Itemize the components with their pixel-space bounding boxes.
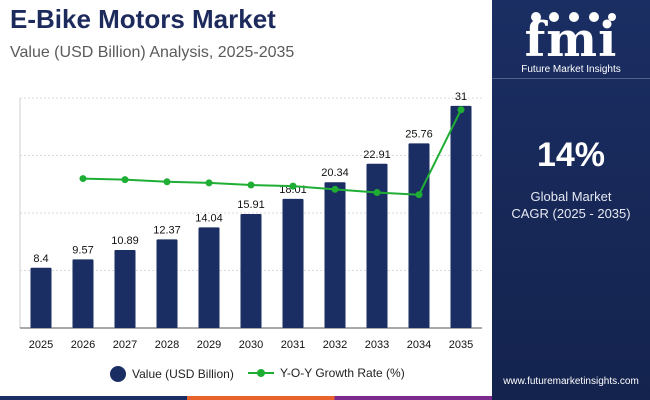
sidebar-panel: fmi Future Market Insights 14% Global Ma… [492, 0, 650, 400]
x-tick-2035: 2035 [449, 339, 473, 351]
bar-label-2033: 22.91 [363, 149, 391, 161]
logo-icons-icon [531, 12, 616, 22]
growth-point-2034 [415, 191, 423, 199]
bar-label-2034: 25.76 [405, 128, 433, 140]
bar-label-2035: 31 [455, 91, 467, 103]
bar-2034 [408, 143, 430, 328]
x-tick-2025: 2025 [29, 339, 53, 351]
bottom-color-band [0, 396, 492, 400]
chart-title: E-Bike Motors Market [10, 4, 276, 34]
bar-label-2027: 10.89 [111, 235, 139, 247]
bar-2032 [324, 182, 346, 328]
cagr-label: Global Market CAGR (2025 - 2035) [492, 188, 650, 222]
legend-item-value: Value (USD Billion) [110, 366, 234, 382]
legend-bar-swatch-icon [110, 366, 126, 382]
x-tick-2026: 2026 [71, 339, 95, 351]
legend-item-growth: Y-O-Y Growth Rate (%) [248, 366, 405, 380]
cagr-label-line1: Global Market [530, 189, 612, 204]
bar-2027 [114, 249, 136, 328]
growth-point-2031 [289, 182, 297, 190]
website-link[interactable]: www.futuremarketinsights.com [503, 376, 639, 387]
cagr-label-line2: CAGR (2025 - 2035) [511, 206, 631, 221]
bar-label-2028: 12.37 [153, 224, 181, 236]
bar-label-2029: 14.04 [195, 212, 223, 224]
x-tick-2033: 2033 [365, 339, 389, 351]
bar-label-2030: 15.91 [237, 199, 265, 211]
bar-2033 [366, 163, 388, 328]
x-tick-2029: 2029 [197, 339, 221, 351]
growth-line [82, 109, 462, 196]
cagr-value: 14% [536, 136, 606, 174]
legend-line-swatch-icon [248, 368, 274, 378]
bar-2025 [30, 267, 52, 328]
x-tick-2030: 2030 [239, 339, 263, 351]
bar-2030 [240, 213, 262, 328]
bar-2026 [72, 259, 94, 328]
chart-subtitle: Value (USD Billion) Analysis, 2025-2035 [10, 44, 295, 61]
bar-2028 [156, 239, 178, 328]
bar-label-2026: 9.57 [72, 244, 93, 256]
x-tick-2031: 2031 [281, 339, 305, 351]
growth-point-2027 [121, 176, 129, 184]
bar-2035 [450, 105, 472, 328]
bar-label-2025: 8.4 [33, 253, 48, 265]
legend-label-growth: Y-O-Y Growth Rate (%) [280, 366, 405, 380]
growth-point-2033 [373, 189, 381, 197]
fmi-logo: fmi Future Market Insights [492, 6, 650, 75]
bar-2029 [198, 227, 220, 328]
logo-brand-text: fmi [524, 12, 618, 68]
legend: Value (USD Billion) Y-O-Y Growth Rate (%… [0, 366, 492, 386]
legend-label-value: Value (USD Billion) [132, 367, 234, 381]
growth-point-2035 [457, 106, 465, 114]
x-tick-2028: 2028 [155, 339, 179, 351]
x-tick-2032: 2032 [323, 339, 347, 351]
logo-subtext: Future Market Insights [521, 64, 621, 75]
chart-area: 8.4 2025 9.57 2026 10.89 2027 12.37 2028 14.04 20… [19, 91, 482, 351]
x-tick-2027: 2027 [113, 339, 137, 351]
growth-point-2028 [163, 178, 171, 186]
panel-divider [492, 78, 650, 79]
bar-label-2032: 20.34 [321, 167, 349, 179]
x-tick-2034: 2034 [407, 339, 431, 351]
bar-2031 [282, 198, 304, 328]
growth-point-2029 [205, 179, 213, 187]
growth-point-2032 [331, 185, 339, 193]
growth-point-2030 [247, 181, 255, 189]
growth-point-2026 [79, 175, 87, 183]
